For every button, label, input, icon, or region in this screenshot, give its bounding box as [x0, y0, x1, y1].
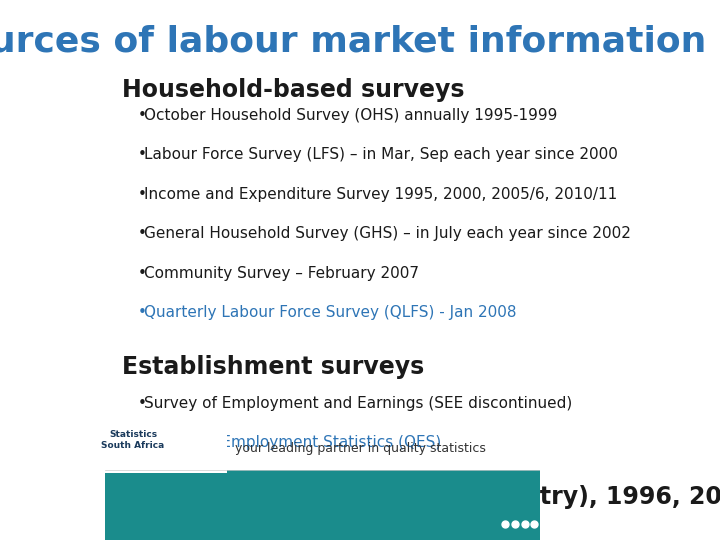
- Text: •: •: [138, 147, 146, 163]
- Text: Population Census (whole country), 1996, 2001, 2011: Population Census (whole country), 1996,…: [122, 485, 720, 509]
- Text: •: •: [138, 435, 146, 450]
- Text: Labour Force Survey (LFS) – in Mar, Sep each year since 2000: Labour Force Survey (LFS) – in Mar, Sep …: [144, 147, 618, 163]
- Text: Survey of Employment and Earnings (SEE discontinued): Survey of Employment and Earnings (SEE d…: [144, 396, 572, 411]
- Text: •: •: [138, 226, 146, 241]
- Text: your leading partner in quality statistics: your leading partner in quality statisti…: [235, 442, 486, 455]
- Text: General Household Survey (GHS) – in July each year since 2002: General Household Survey (GHS) – in July…: [144, 226, 631, 241]
- Text: •: •: [138, 266, 146, 281]
- Text: •: •: [138, 396, 146, 411]
- Text: Statistics
South Africa: Statistics South Africa: [102, 430, 165, 450]
- Text: Quarterly Employment Statistics (QES): Quarterly Employment Statistics (QES): [144, 435, 441, 450]
- Text: Sources of labour market information: Sources of labour market information: [0, 24, 706, 58]
- Text: Establishment surveys: Establishment surveys: [122, 355, 424, 379]
- Text: •: •: [138, 108, 146, 123]
- Text: Quarterly Labour Force Survey (QLFS) - Jan 2008: Quarterly Labour Force Survey (QLFS) - J…: [144, 305, 516, 320]
- Text: Income and Expenditure Survey 1995, 2000, 2005/6, 2010/11: Income and Expenditure Survey 1995, 2000…: [144, 187, 617, 202]
- Text: Household-based surveys: Household-based surveys: [122, 78, 464, 102]
- Text: Community Survey – February 2007: Community Survey – February 2007: [144, 266, 419, 281]
- Text: •: •: [138, 187, 146, 202]
- FancyBboxPatch shape: [104, 470, 540, 540]
- Text: •: •: [138, 305, 146, 320]
- Text: October Household Survey (OHS) annually 1995-1999: October Household Survey (OHS) annually …: [144, 108, 557, 123]
- FancyBboxPatch shape: [104, 424, 227, 472]
